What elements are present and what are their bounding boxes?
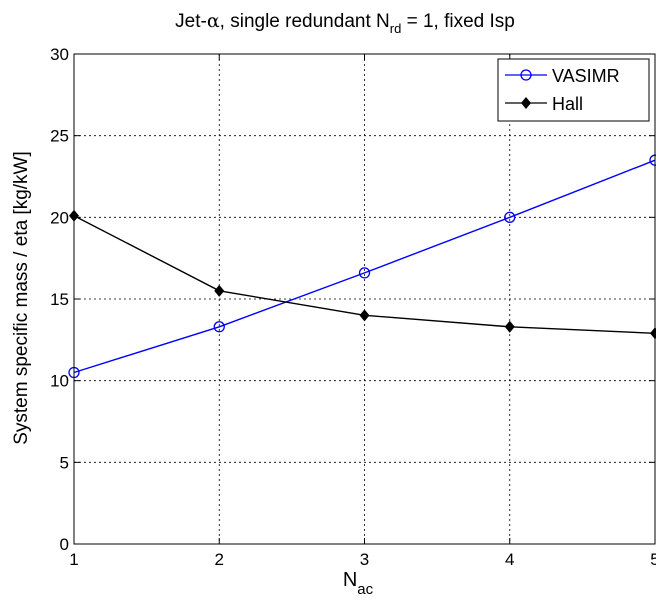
grid xyxy=(74,54,655,544)
x-tick-label: 4 xyxy=(505,550,514,569)
x-axis-label: Nac xyxy=(343,569,374,598)
x-tick-label: 2 xyxy=(215,550,224,569)
x-tick-label: 1 xyxy=(69,550,78,569)
series-hall xyxy=(69,209,656,340)
x-tick-label: 3 xyxy=(360,550,369,569)
y-axis-label: System specific mass / eta [kg/kW] xyxy=(11,151,32,445)
y-tick-label: 0 xyxy=(60,535,69,554)
data-point-vasimr xyxy=(213,321,225,333)
y-tick-label: 10 xyxy=(50,372,69,391)
legend-box xyxy=(497,58,650,122)
data-point-hall xyxy=(214,284,225,297)
y-tick-label: 20 xyxy=(50,208,69,227)
data-point-hall xyxy=(504,320,515,333)
chart-title: Jet-α, single redundant Nrd = 1, fixed I… xyxy=(175,10,515,36)
legend-label-vasimr: VASIMR xyxy=(552,66,620,86)
legend: VASIMR Hall xyxy=(497,58,650,122)
axes: 1 2 3 4 5 0 5 10 15 20 25 30 xyxy=(50,45,656,569)
y-tick-label: 30 xyxy=(50,45,69,64)
y-tick-label: 5 xyxy=(60,453,69,472)
x-tick-label: 5 xyxy=(650,550,656,569)
data-point-hall xyxy=(359,309,370,322)
legend-label-hall: Hall xyxy=(552,94,583,114)
plot-border xyxy=(73,53,656,545)
legend-marker-hall xyxy=(521,97,531,109)
legend-marker-vasimr xyxy=(520,69,532,81)
data-point-vasimr xyxy=(358,267,371,279)
y-tick-label: 25 xyxy=(50,127,69,146)
y-tick-label: 15 xyxy=(50,290,69,309)
series-line-vasimr xyxy=(73,159,656,374)
data-point-vasimr xyxy=(504,211,516,223)
